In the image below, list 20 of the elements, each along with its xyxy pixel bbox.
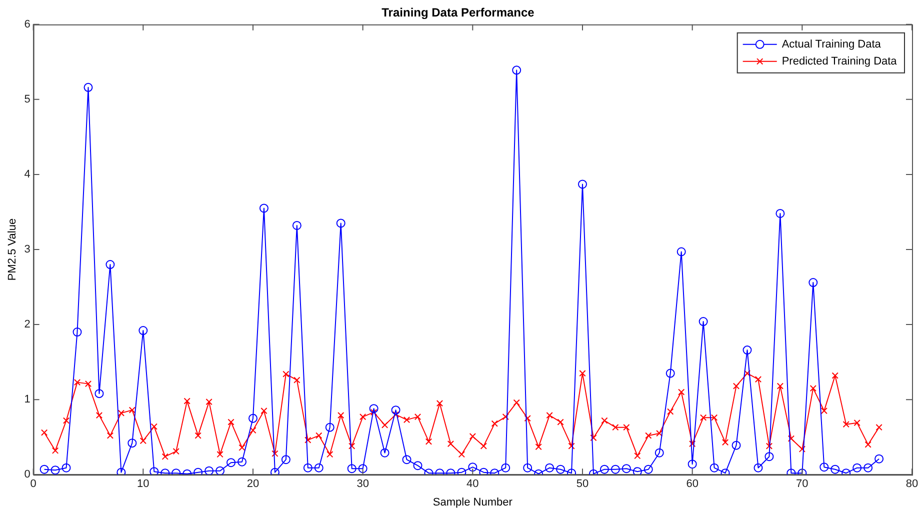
y-tick-label: 4 bbox=[24, 168, 30, 180]
x-tick-label: 10 bbox=[137, 478, 150, 490]
x-tick-label: 60 bbox=[686, 478, 698, 490]
y-tick-label: 0 bbox=[24, 468, 30, 481]
x-axis-title: Sample Number bbox=[432, 496, 513, 508]
chart-title: Training Data Performance bbox=[382, 6, 535, 20]
x-tick-label: 30 bbox=[356, 478, 369, 490]
x-tick-label: 40 bbox=[466, 478, 479, 490]
y-tick-label: 1 bbox=[24, 394, 30, 406]
x-tick-label: 50 bbox=[576, 478, 589, 490]
y-tick-label: 6 bbox=[24, 18, 30, 30]
x-tick-label: 80 bbox=[906, 478, 918, 490]
y-axis-title: PM2.5 Value bbox=[6, 218, 19, 281]
y-tick-label: 2 bbox=[24, 318, 30, 331]
legend-label: Predicted Training Data bbox=[782, 55, 898, 68]
x-tick-label: 70 bbox=[796, 478, 808, 490]
x-tick-label: 20 bbox=[246, 478, 260, 490]
y-tick-label: 5 bbox=[24, 93, 30, 106]
legend-label: Actual Training Data bbox=[782, 38, 882, 50]
y-tick-label: 3 bbox=[24, 244, 30, 256]
